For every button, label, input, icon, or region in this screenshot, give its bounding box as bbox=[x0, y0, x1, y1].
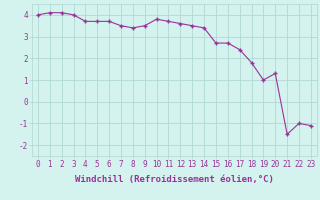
X-axis label: Windchill (Refroidissement éolien,°C): Windchill (Refroidissement éolien,°C) bbox=[75, 175, 274, 184]
